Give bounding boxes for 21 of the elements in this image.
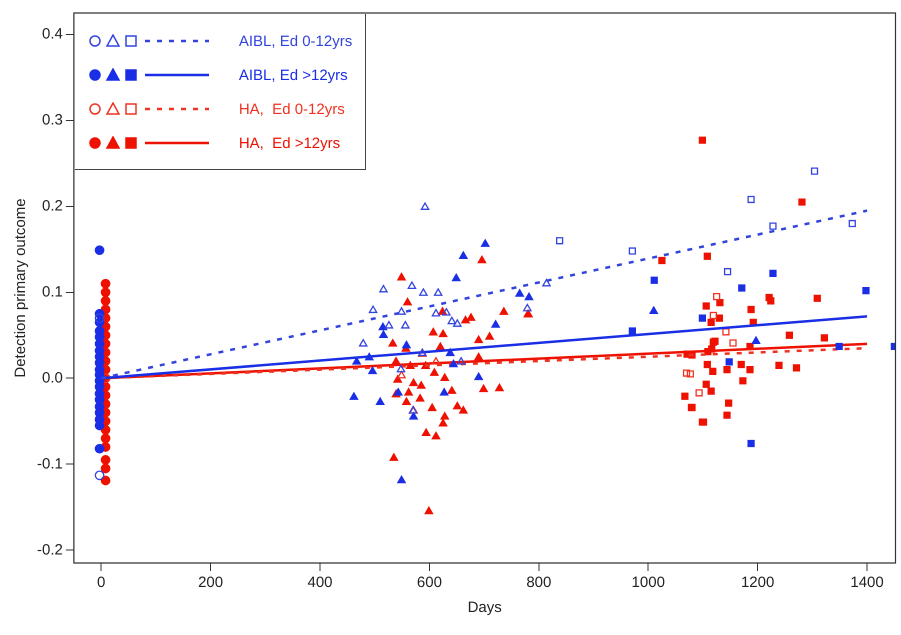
y-tick-label: 0.0 bbox=[42, 369, 63, 386]
x-tick-label: 0 bbox=[97, 574, 106, 592]
legend-label: HA, Ed 0-12yrs bbox=[238, 100, 345, 118]
y-tick-label: 0.2 bbox=[42, 198, 63, 214]
x-tick-label: 800 bbox=[526, 574, 552, 592]
y-tick-label: 0.1 bbox=[42, 283, 63, 300]
x-tick-label: 1200 bbox=[740, 574, 774, 592]
x-tick-label: 1000 bbox=[632, 574, 665, 592]
legend-label: AIBL, Ed 0-12yrs bbox=[238, 32, 352, 50]
legend-label: HA, Ed >12yrs bbox=[238, 134, 340, 152]
y-tick-label: -0.2 bbox=[36, 541, 63, 558]
y-tick-label: 0.3 bbox=[42, 112, 63, 129]
y-tick-label: -0.1 bbox=[36, 455, 63, 472]
x-axis-title: Days bbox=[468, 599, 502, 616]
legend-label: AIBL, Ed >12yrs bbox=[238, 66, 348, 84]
x-tick-label: 1400 bbox=[850, 574, 884, 592]
y-tick-label: 0.4 bbox=[42, 26, 63, 43]
x-tick-label: 200 bbox=[198, 574, 224, 592]
x-tick-label: 600 bbox=[416, 574, 442, 592]
x-tick-label: 400 bbox=[308, 574, 333, 592]
y-axis-title: Detection primary outcome bbox=[12, 198, 30, 378]
